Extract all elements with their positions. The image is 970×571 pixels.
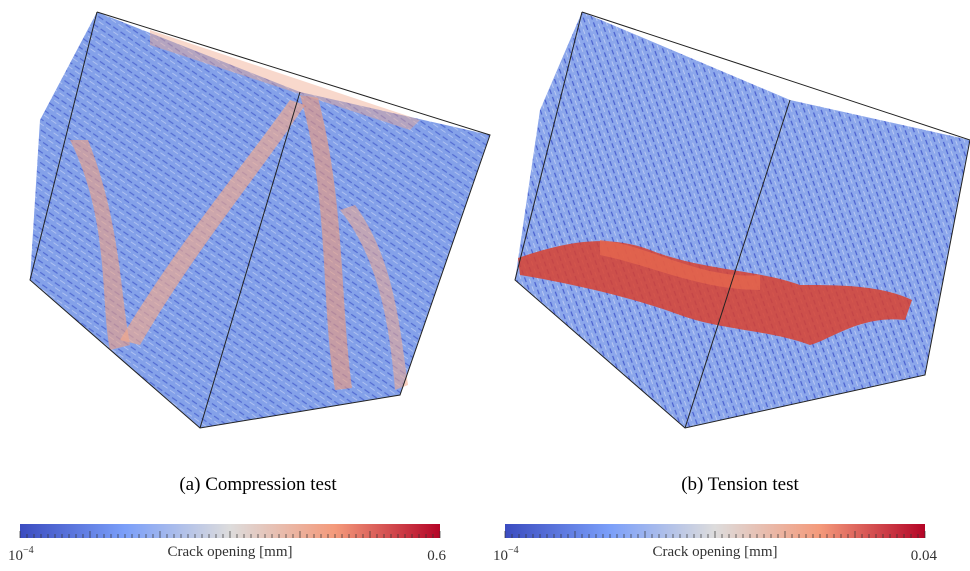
cube-tension [515,12,970,428]
colorbar-max: 0.6 [427,548,446,564]
caption: (b) Tension test [681,474,799,495]
colorbar [20,524,440,538]
colorbar-label: Crack opening [mm] [653,544,778,560]
colorbar [505,524,925,538]
figure: (a) Compression test (b) Tension test 10… [0,0,970,566]
cube-compression [30,12,490,428]
colorbar-min: 10−4 [493,545,519,564]
colorbar-max: 0.04 [911,548,938,564]
colorbar-label: Crack opening [mm] [168,544,293,560]
caption: (a) Compression test [179,474,337,495]
colorbar-min: 10−4 [8,545,34,564]
